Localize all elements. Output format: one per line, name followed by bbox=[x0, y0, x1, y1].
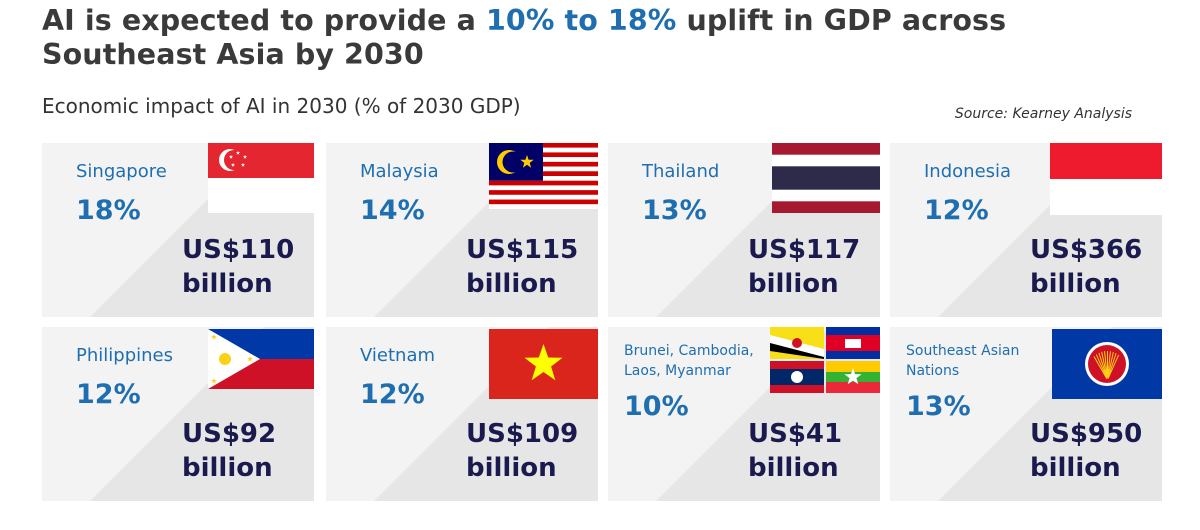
country-card: Malaysia 14% US$115 billion bbox=[326, 143, 598, 317]
country-name: Philippines bbox=[76, 345, 173, 366]
brunei-cambodia-laos-myanmar-flags-icon bbox=[770, 327, 880, 397]
value-amount: US$115 bbox=[466, 235, 579, 265]
value-amount: US$366 bbox=[1030, 235, 1143, 265]
gdp-percentage: 18% bbox=[76, 195, 141, 226]
value-unit: billion bbox=[466, 269, 557, 299]
value-unit: billion bbox=[748, 453, 839, 483]
country-card: Singapore 18% US$110 billion bbox=[42, 143, 314, 317]
malaysia-flag-icon bbox=[489, 143, 598, 213]
country-name: Southeast Asian Nations bbox=[906, 343, 1020, 379]
value-unit: billion bbox=[748, 269, 839, 299]
value-unit: billion bbox=[182, 453, 273, 483]
economic-impact-value: US$110 billion bbox=[182, 233, 294, 301]
indonesia-flag-icon bbox=[1050, 143, 1162, 219]
country-card: Indonesia 12% US$366 billion bbox=[890, 143, 1162, 317]
economic-impact-value: US$109 billion bbox=[466, 417, 578, 485]
gdp-percentage: 10% bbox=[624, 391, 689, 422]
value-amount: US$92 bbox=[182, 419, 277, 449]
country-name: Singapore bbox=[76, 161, 167, 182]
country-card: Philippines 12% US$92 billion bbox=[42, 327, 314, 501]
title-highlight: 10% to 18% bbox=[485, 4, 677, 37]
value-amount: US$41 bbox=[748, 419, 843, 449]
economic-impact-value: US$41 billion bbox=[748, 417, 842, 485]
economic-impact-value: US$117 billion bbox=[748, 233, 860, 301]
country-card: Vietnam 12% US$109 billion bbox=[326, 327, 598, 501]
source-note: Source: Kearney Analysis bbox=[954, 106, 1132, 122]
value-amount: US$117 bbox=[748, 235, 861, 265]
title-suffix: uplift in GDP across Southeast Asia by 2… bbox=[42, 4, 1007, 71]
country-name: Vietnam bbox=[360, 345, 436, 366]
gdp-percentage: 12% bbox=[360, 379, 425, 410]
economic-impact-value: US$115 billion bbox=[466, 233, 578, 301]
gdp-percentage: 12% bbox=[924, 195, 989, 226]
value-amount: US$950 bbox=[1030, 419, 1143, 449]
country-name: Indonesia bbox=[924, 161, 1012, 182]
value-unit: billion bbox=[466, 453, 557, 483]
country-name: Brunei, Cambodia, Laos, Myanmar bbox=[624, 343, 754, 379]
gdp-percentage: 12% bbox=[76, 379, 141, 410]
country-name: Malaysia bbox=[360, 161, 439, 182]
country-card: Southeast Asian Nations 13% US$950 billion bbox=[890, 327, 1162, 501]
chart-subtitle: Economic impact of AI in 2030 (% of 2030… bbox=[42, 94, 521, 118]
gdp-percentage: 13% bbox=[906, 391, 971, 422]
economic-impact-value: US$366 billion bbox=[1030, 233, 1142, 301]
asean-flag-icon bbox=[1052, 329, 1162, 403]
value-unit: billion bbox=[1030, 453, 1121, 483]
value-unit: billion bbox=[182, 269, 273, 299]
gdp-percentage: 13% bbox=[642, 195, 707, 226]
country-card: Thailand 13% US$117 billion bbox=[608, 143, 880, 317]
philippines-flag-icon bbox=[208, 329, 314, 393]
vietnam-flag-icon bbox=[489, 329, 598, 403]
thailand-flag-icon bbox=[772, 143, 880, 217]
economic-impact-value: US$92 billion bbox=[182, 417, 276, 485]
value-amount: US$110 bbox=[182, 235, 295, 265]
country-name: Thailand bbox=[642, 161, 720, 182]
gdp-percentage: 14% bbox=[360, 195, 425, 226]
title-prefix: AI is expected to provide a bbox=[42, 4, 486, 37]
value-unit: billion bbox=[1030, 269, 1121, 299]
country-card: Brunei, Cambodia, Laos, Myanmar 10% US$41 b… bbox=[608, 327, 880, 501]
economic-impact-value: US$950 billion bbox=[1030, 417, 1142, 485]
singapore-flag-icon bbox=[208, 143, 314, 217]
page-title: AI is expected to provide a 10% to 18% u… bbox=[42, 4, 1162, 72]
value-amount: US$109 bbox=[466, 419, 579, 449]
